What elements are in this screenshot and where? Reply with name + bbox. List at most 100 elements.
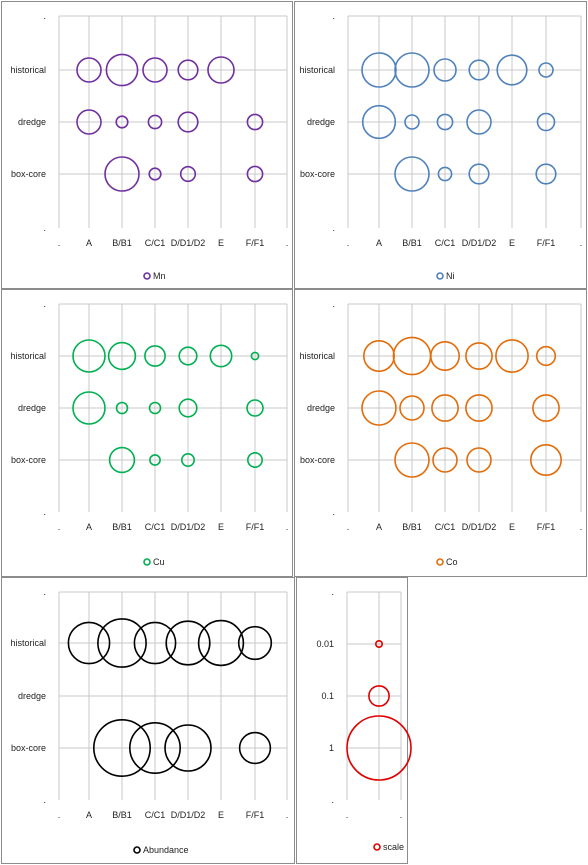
x-tick-label: B/B1 — [112, 810, 132, 820]
bubble-chart-cu: . box-core dredge historical.. A B/B1 C/C1 D/D1… — [10, 299, 289, 567]
x-tick-label: A — [86, 810, 92, 820]
x-tick-label: F/F1 — [537, 238, 556, 248]
y-tick-label: box-core — [11, 169, 46, 179]
bubble-point — [375, 639, 384, 648]
x-tick-label: . — [58, 238, 61, 248]
legend-swatch — [436, 558, 444, 566]
bubble-point — [129, 722, 182, 775]
x-tick-label: B/B1 — [402, 238, 422, 248]
y-tick-label: box-core — [300, 455, 335, 465]
x-tick-label: C/C1 — [435, 522, 456, 532]
x-tick-label: . — [286, 238, 289, 248]
x-tick-label: D/D1/D2 — [462, 238, 497, 248]
bubble-point — [104, 156, 140, 192]
bubble-point — [466, 109, 492, 135]
bubble-point — [465, 342, 493, 370]
x-tick-label: B/B1 — [112, 238, 132, 248]
bubble-point — [432, 447, 458, 473]
bubble-point — [76, 109, 102, 135]
bubble-point — [495, 339, 529, 373]
bubble-point — [465, 394, 493, 422]
bubble-chart-scale: . 1 0.1 0.01.. . scale — [316, 587, 412, 852]
bubble-point — [76, 57, 102, 83]
bubble-chart-ni: . box-core dredge historical.. A B/B1 C/C1 D/D1… — [299, 11, 582, 281]
x-tick-label: . — [400, 810, 403, 820]
y-tick-label: . — [332, 11, 335, 21]
chart-panel-co: . box-core dredge historical.. A B/B1 C/C1 D/D1… — [294, 289, 587, 577]
bubble-point — [181, 453, 196, 468]
y-tick-label: . — [43, 507, 46, 517]
chart-panel-scale: . 1 0.1 0.01... scale — [296, 577, 412, 864]
legend-label: scale — [383, 842, 404, 852]
bubble-point — [361, 52, 397, 88]
bubble-point — [148, 401, 162, 415]
bubble-point — [115, 115, 129, 129]
legend-swatch — [133, 846, 141, 854]
y-tick-label: 1 — [329, 743, 334, 753]
bubble-point — [178, 398, 198, 418]
bubble-point — [368, 685, 390, 707]
legend-label: Cu — [153, 557, 165, 567]
y-tick-label: historical — [299, 65, 335, 75]
y-tick-label: dredge — [307, 403, 335, 413]
y-tick-label: historical — [10, 65, 46, 75]
bubble-point — [207, 56, 235, 84]
x-tick-label: C/C1 — [145, 522, 166, 532]
x-tick-label: E — [509, 238, 515, 248]
x-tick-label: . — [346, 810, 349, 820]
x-tick-label: F/F1 — [246, 238, 265, 248]
x-tick-label: . — [580, 522, 583, 532]
x-tick-label: F/F1 — [246, 810, 265, 820]
y-tick-label: box-core — [11, 455, 46, 465]
x-tick-label: D/D1/D2 — [171, 238, 206, 248]
y-tick-label: dredge — [18, 117, 46, 127]
x-tick-label: E — [218, 810, 224, 820]
x-tick-label: A — [376, 238, 382, 248]
bubble-point — [147, 114, 163, 130]
bubble-point — [399, 395, 425, 421]
bubble-point — [72, 391, 106, 425]
x-tick-label: D/D1/D2 — [462, 522, 497, 532]
legend-swatch — [143, 558, 151, 566]
chart-panel-cu: . box-core dredge historical.. A B/B1 C/C1 D/D1… — [1, 289, 293, 577]
bubble-chart-mn: . box-core dredge historical.. A B/B1 C/C1 D/D1… — [10, 11, 289, 281]
bubble-point — [164, 724, 212, 772]
x-tick-label: . — [286, 522, 289, 532]
bubble-chart-abundance: . box-core dredge historical.. A B/B1 C/C1 D/D1… — [10, 587, 288, 855]
x-tick-label: A — [376, 522, 382, 532]
legend-label: Mn — [153, 271, 166, 281]
bubble-point — [179, 165, 197, 183]
bubble-point — [436, 113, 454, 131]
bubble-point — [535, 345, 557, 367]
bubble-point — [149, 454, 161, 466]
y-tick-label: historical — [10, 351, 46, 361]
bubble-point — [237, 625, 273, 661]
legend-label: Co — [446, 557, 458, 567]
legend-label: Abundance — [143, 845, 189, 855]
x-tick-label: . — [347, 522, 350, 532]
bubble-point — [67, 621, 111, 665]
bubble-point — [363, 339, 396, 372]
bubble-point — [72, 339, 106, 373]
y-tick-label: 0.01 — [316, 639, 334, 649]
bubble-point — [133, 621, 177, 665]
x-tick-label: C/C1 — [145, 810, 166, 820]
bubble-chart-co: . box-core dredge historical.. A B/B1 C/C1 D/D1… — [299, 299, 583, 567]
bubble-point — [178, 346, 198, 366]
y-tick-label: . — [332, 223, 335, 233]
bubble-point — [246, 165, 264, 183]
bubble-point — [142, 57, 168, 83]
x-tick-label: . — [58, 810, 61, 820]
y-tick-label: . — [43, 299, 46, 309]
y-tick-label: dredge — [18, 691, 46, 701]
y-tick-label: . — [43, 795, 46, 805]
bubble-point — [394, 52, 430, 88]
y-tick-label: 0.1 — [321, 691, 334, 701]
x-tick-label: A — [86, 522, 92, 532]
bubble-point — [209, 344, 233, 368]
bubble-point — [238, 731, 272, 765]
bubble-point — [468, 59, 490, 81]
bubble-point — [394, 442, 430, 478]
bubble-point — [115, 401, 129, 415]
x-tick-label: B/B1 — [112, 522, 132, 532]
